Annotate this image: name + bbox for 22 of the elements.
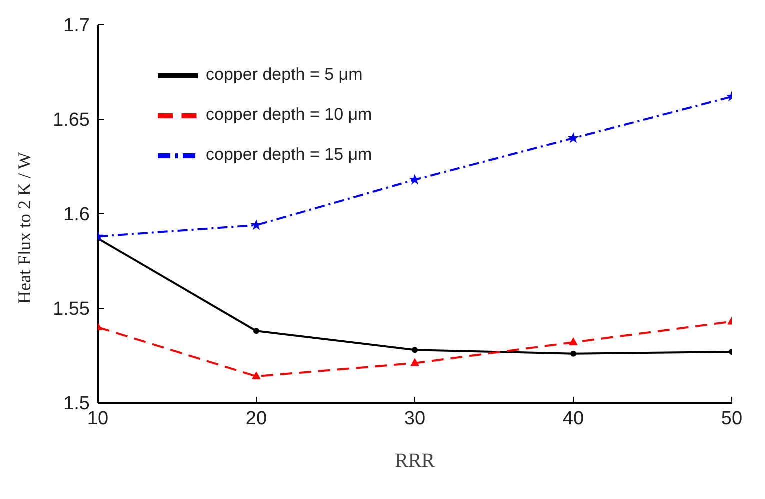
y-tick-label: 1.55 — [53, 299, 90, 320]
legend-label: copper depth = 5 μm — [206, 65, 363, 84]
x-tick-label: 10 — [87, 408, 109, 430]
point — [412, 347, 418, 354]
x-tick-label: 50 — [721, 408, 743, 430]
x-tick-label: 30 — [404, 408, 426, 430]
x-tick-label: 40 — [562, 408, 584, 430]
x-tick-label: 20 — [246, 408, 268, 430]
point — [568, 132, 580, 144]
point — [570, 350, 576, 357]
y-tick-label: 1.7 — [64, 16, 90, 37]
y-tick-label: 1.5 — [64, 394, 90, 415]
point — [569, 338, 578, 346]
legend-label: copper depth = 15 μm — [206, 145, 372, 164]
y-axis-title: Heat Flux to 2 K / W — [14, 152, 34, 304]
x-axis-title: RRR — [394, 450, 436, 472]
y-tick-label: 1.6 — [64, 204, 90, 226]
legend-label: copper depth = 10 μm — [206, 105, 372, 124]
point — [410, 358, 420, 366]
y-tick-label: 1.65 — [53, 110, 90, 132]
point — [252, 372, 261, 380]
point — [254, 328, 260, 334]
